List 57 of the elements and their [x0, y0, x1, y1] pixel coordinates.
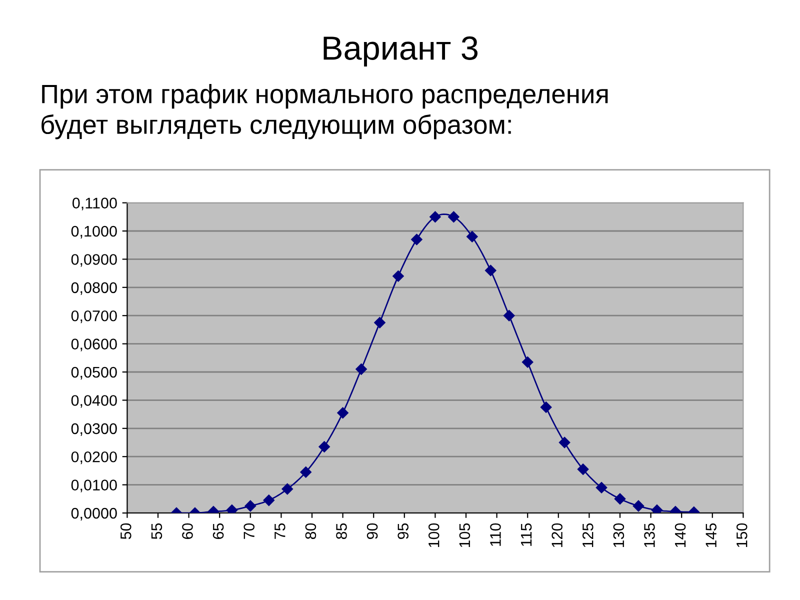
y-tick-label: 0,0900 — [71, 254, 117, 267]
x-tick-label: 140 — [674, 523, 686, 548]
x-tick-label: 60 — [182, 523, 193, 539]
point — [614, 493, 626, 505]
point — [522, 356, 534, 368]
x-tick-label: 130 — [613, 523, 624, 548]
y-tick-label: 0,0800 — [71, 282, 117, 295]
point — [337, 407, 348, 418]
y-tick-label: 0,0200 — [71, 451, 117, 464]
point — [411, 234, 422, 246]
x-tick-label: 100 — [428, 523, 440, 548]
point — [374, 317, 386, 328]
point — [540, 402, 552, 413]
x-tick-label: 95 — [398, 523, 408, 539]
point — [577, 464, 589, 475]
chart-title: Вариант 3 — [324, 36, 478, 67]
x-tick-label: 120 — [552, 523, 562, 548]
point — [300, 466, 312, 478]
x-tick-label: 105 — [459, 523, 470, 548]
point — [263, 494, 274, 506]
x-tick-label: 50 — [120, 523, 132, 540]
x-tick-label: 70 — [244, 523, 254, 539]
y-tick-label: 0,0400 — [71, 395, 117, 408]
x-tick-label: 90 — [366, 523, 378, 539]
y-tick-label: 0,0600 — [71, 338, 117, 352]
point — [282, 483, 293, 495]
point — [244, 500, 256, 512]
x-tick-label: 145 — [706, 523, 716, 548]
y-tick-label: 0,0300 — [71, 423, 117, 436]
point — [430, 211, 441, 223]
point — [485, 264, 496, 276]
x-tick-label: 65 — [212, 523, 224, 539]
point — [448, 211, 460, 223]
x-tick-label: 110 — [490, 523, 501, 546]
point — [596, 482, 608, 494]
point — [632, 500, 644, 512]
y-tick-label: 0,0100 — [71, 480, 117, 492]
x-tick-label: 80 — [305, 523, 316, 540]
point — [318, 441, 330, 452]
y-tick-label: 0,0000 — [71, 508, 117, 520]
x-tick-label: 150 — [736, 523, 748, 548]
x-tick-label: 115 — [521, 523, 532, 546]
x-tick-label: 75 — [274, 523, 286, 539]
y-tick-label: 0,1100 — [72, 198, 117, 210]
x-tick-label: 55 — [151, 523, 162, 540]
y-tick-label: 0,0700 — [71, 310, 117, 324]
y-tick-label: 0,1000 — [71, 226, 117, 238]
chart-subtitle: При этом график нормального распределения будет выглядеть следующим образом: — [42, 84, 608, 140]
point — [466, 231, 478, 242]
point — [558, 436, 570, 448]
point — [504, 310, 515, 322]
x-tick-label: 135 — [644, 523, 655, 548]
point — [356, 364, 367, 375]
point — [392, 270, 404, 282]
y-tick-label: 0,0500 — [71, 366, 117, 380]
x-tick-label: 85 — [336, 523, 347, 540]
x-tick-label: 125 — [582, 523, 594, 548]
